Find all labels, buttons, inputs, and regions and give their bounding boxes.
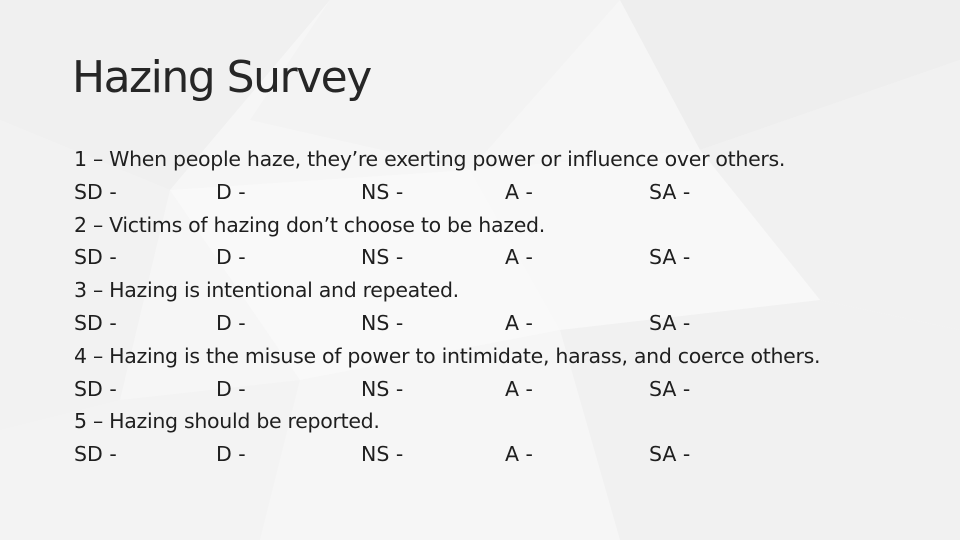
option-sd: SD - (74, 179, 117, 204)
option-a: A - (505, 310, 533, 335)
answer-scale-4: SD - D - NS - A - SA - (74, 373, 944, 406)
option-sd: SD - (74, 310, 117, 335)
option-ns: NS - (361, 310, 404, 335)
option-d: D - (216, 376, 246, 401)
option-sd: SD - (74, 245, 117, 270)
option-d: D - (216, 179, 246, 204)
option-d: D - (216, 310, 246, 335)
option-ns: NS - (361, 245, 404, 270)
option-sa: SA - (649, 245, 691, 270)
option-ns: NS - (361, 442, 404, 467)
question-4: 4 – Hazing is the misuse of power to int… (74, 343, 821, 368)
option-a: A - (505, 376, 533, 401)
option-sd: SD - (74, 376, 117, 401)
answer-scale-1: SD - D - NS - A - SA - (74, 176, 944, 209)
question-2: 2 – Victims of hazing don’t choose to be… (74, 212, 545, 237)
slide-title: Hazing Survey (72, 52, 372, 103)
option-d: D - (216, 245, 246, 270)
option-ns: NS - (361, 179, 404, 204)
answer-scale-5: SD - D - NS - A - SA - (74, 438, 944, 471)
option-sa: SA - (649, 310, 691, 335)
option-a: A - (505, 179, 533, 204)
option-sa: SA - (649, 442, 691, 467)
option-sa: SA - (649, 376, 691, 401)
option-ns: NS - (361, 376, 404, 401)
answer-scale-3: SD - D - NS - A - SA - (74, 307, 944, 340)
question-1: 1 – When people haze, they’re exerting p… (74, 147, 786, 171)
question-5: 5 – Hazing should be reported. (74, 409, 380, 434)
survey-body: 1 – When people haze, they’re exerting p… (74, 143, 944, 471)
question-3: 3 – Hazing is intentional and repeated. (74, 278, 459, 303)
option-d: D - (216, 442, 246, 467)
option-a: A - (505, 442, 533, 467)
option-a: A - (505, 245, 533, 270)
answer-scale-2: SD - D - NS - A - SA - (74, 241, 944, 274)
option-sa: SA - (649, 179, 691, 204)
option-sd: SD - (74, 442, 117, 467)
